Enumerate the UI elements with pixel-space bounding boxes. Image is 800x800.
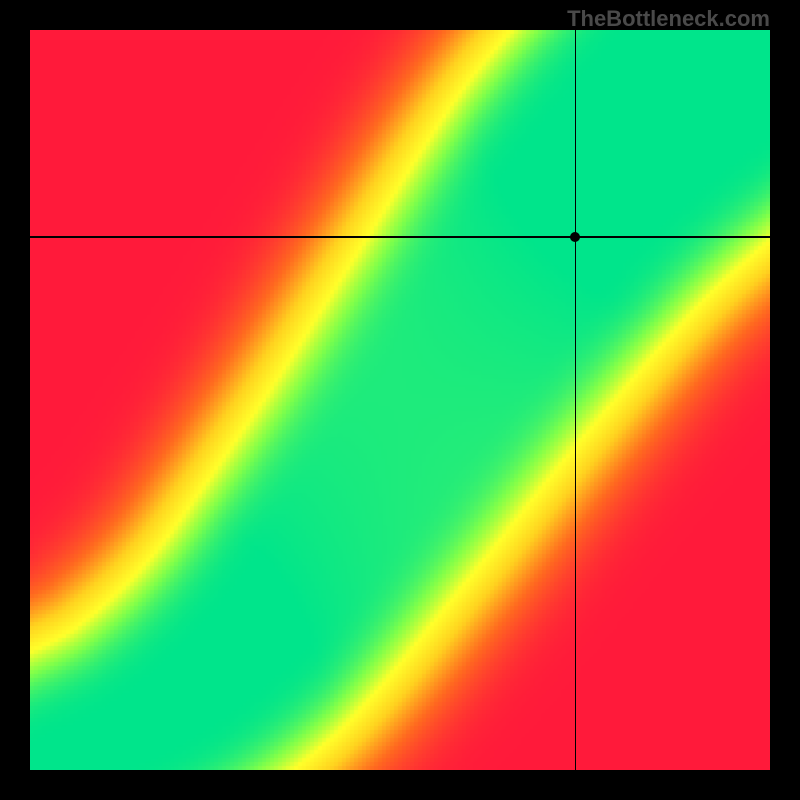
bottleneck-heatmap — [30, 30, 770, 770]
crosshair-horizontal — [30, 236, 770, 238]
selection-marker[interactable] — [570, 232, 580, 242]
chart-container: TheBottleneck.com — [0, 0, 800, 800]
crosshair-vertical — [575, 30, 577, 770]
watermark-text: TheBottleneck.com — [567, 6, 770, 32]
plot-area — [30, 30, 770, 770]
